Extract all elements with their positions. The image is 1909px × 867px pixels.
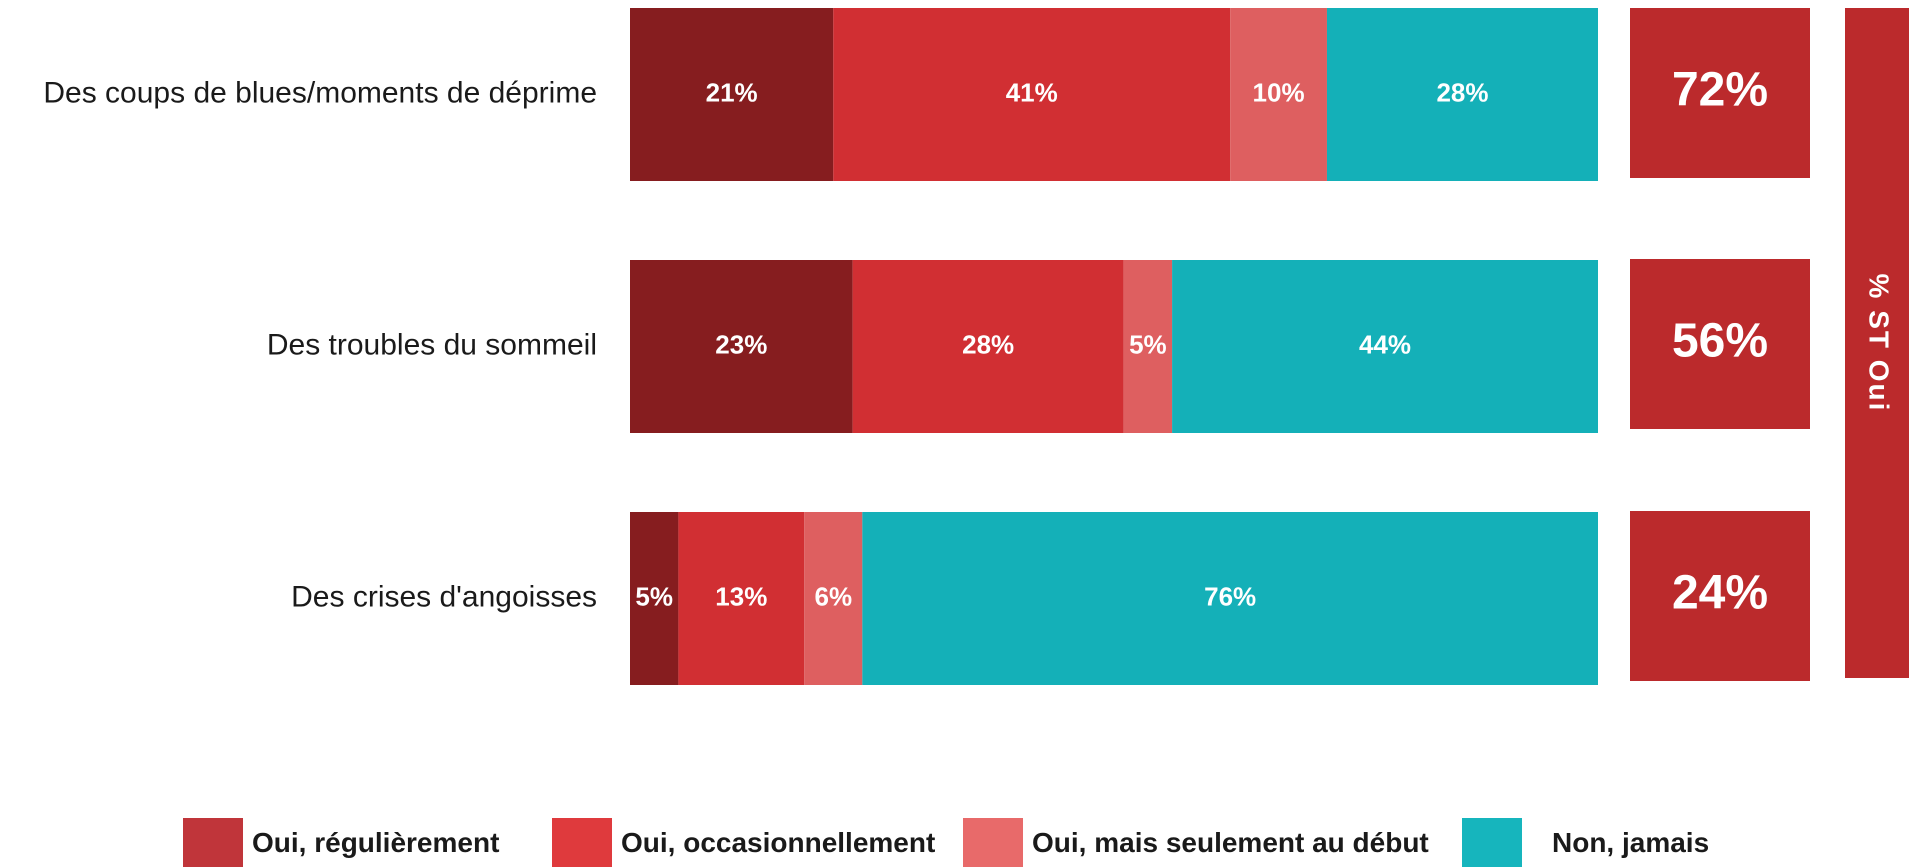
bars: 21% 41% 10% 28% 23% 28% 5% 44% 5% 13% 6% 76% [630, 8, 1598, 685]
legend-label: Non, jamais [1552, 826, 1710, 858]
legend-swatch [1462, 818, 1522, 867]
legend-label: Oui, mais seulement au début [1032, 826, 1429, 858]
category-label: Des troubles du sommeil [267, 328, 597, 361]
total-box [1630, 8, 1810, 178]
bar-segment [1172, 260, 1598, 433]
totals-title: % ST Oui [1864, 274, 1895, 413]
data-label: 21% [706, 77, 758, 107]
bar-segment [630, 512, 679, 685]
legend-swatch [183, 818, 243, 867]
data-label: 13% [715, 581, 767, 611]
legend-item: Oui, régulièrement [183, 818, 499, 867]
total-box [1630, 511, 1810, 681]
legend-item: Oui, mais seulement au début [963, 818, 1429, 867]
total-box [1630, 259, 1810, 429]
total-value: 72% [1672, 64, 1768, 117]
legend-swatch [963, 818, 1023, 867]
bar-segment [630, 8, 834, 181]
legend-swatch [552, 818, 612, 867]
legend-label: Oui, régulièrement [252, 826, 500, 858]
bar-segment [1230, 8, 1327, 181]
total-value: 56% [1672, 315, 1768, 368]
data-label: 76% [1204, 581, 1256, 611]
data-label: 10% [1253, 77, 1305, 107]
totals-banner: % ST Oui [1845, 8, 1909, 678]
stacked-bar-chart: Des coups de blues/moments de déprime Des… [43, 8, 1909, 685]
totals-column: 72% 56% 24% [1630, 8, 1810, 681]
bar-segment [1326, 8, 1598, 181]
data-label: 41% [1006, 77, 1058, 107]
totals-banner-bg [1845, 8, 1909, 678]
bar-segment [1123, 260, 1173, 433]
data-label: 28% [1436, 77, 1488, 107]
legend-label: Oui, occasionnellement [621, 826, 936, 858]
data-label: 5% [1129, 329, 1167, 359]
bar-segment [630, 260, 853, 433]
bar-segment [804, 512, 863, 685]
bar-segment [833, 8, 1231, 181]
data-label: 44% [1359, 329, 1411, 359]
data-label: 5% [635, 581, 673, 611]
bar-segment [862, 512, 1598, 685]
legend-item: Non, jamais [1462, 818, 1709, 867]
data-label: 23% [715, 329, 767, 359]
data-label: 6% [814, 581, 852, 611]
category-labels: Des coups de blues/moments de déprime Des… [43, 76, 597, 613]
category-label: Des coups de blues/moments de déprime [43, 76, 597, 109]
bar-segment [852, 260, 1124, 433]
total-value: 24% [1672, 567, 1768, 620]
category-label: Des crises d'angoisses [291, 580, 597, 613]
data-label: 28% [962, 329, 1014, 359]
bar-segment [678, 512, 805, 685]
legend-item: Oui, occasionnellement [552, 818, 935, 867]
legend: Oui, régulièrement Oui, occasionnellement… [0, 818, 1909, 867]
